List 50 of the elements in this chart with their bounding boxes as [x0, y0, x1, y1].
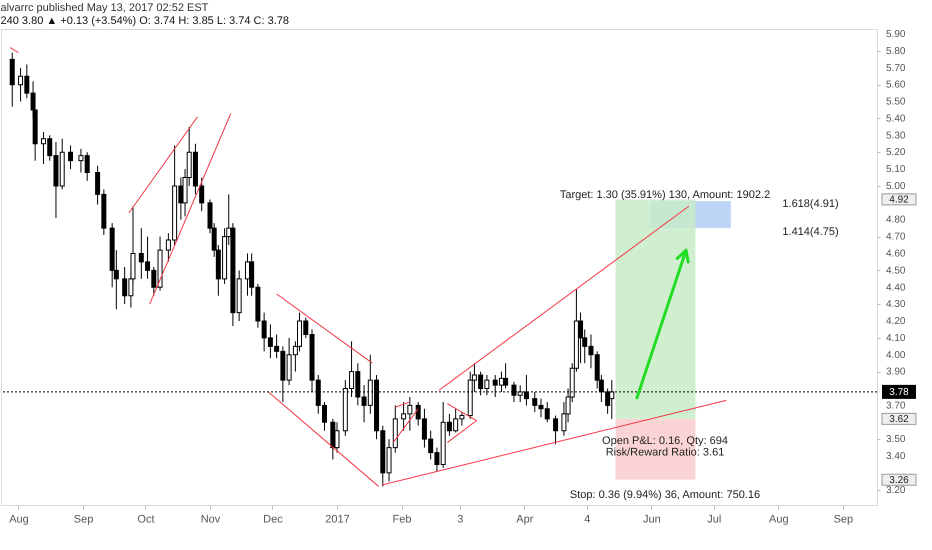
y-tick-label: 5.60 [886, 80, 906, 91]
text: 3.26 [889, 474, 910, 486]
y-tick-label: 4.40 [886, 282, 906, 294]
y-tick-label: 5.70 [886, 62, 906, 74]
x-tick-label: Sep [834, 514, 854, 526]
y-tick-label: 5.00 [886, 180, 906, 192]
annotation: Target: 1.30 (35.91%) 130, Amount: 1902.2 [560, 189, 770, 202]
y-tick-label: 4.20 [886, 316, 906, 328]
x-tick-label: Apr [516, 514, 534, 526]
x-tick-label: 2017 [325, 514, 350, 526]
x-tick-label: Sep [74, 514, 94, 526]
chart-title: alvarrc published May 13, 2017 02:52 EST [0, 2, 209, 14]
annotation: Stop: 0.36 (9.94%) 36, Amount: 750.16 [570, 489, 760, 502]
y-tick-label: 5.30 [886, 130, 906, 142]
y-tick-label: 5.50 [886, 96, 906, 108]
y-tick-label: 4.60 [886, 248, 906, 260]
x-tick-label: Jul [707, 514, 722, 526]
text: 4.92 [889, 194, 910, 206]
x-tick-label: Dec [263, 514, 284, 526]
y-tick-label: 3.90 [886, 366, 906, 378]
annotation: Risk/Reward Ratio: 3.61 [606, 446, 724, 459]
x-tick-label: Oct [137, 514, 155, 526]
y-tick-label: 3.50 [886, 434, 906, 446]
x-tick-label: 3 [457, 514, 464, 526]
y-tick-label: 3.40 [886, 451, 906, 462]
y-tick-label: 4.50 [886, 265, 906, 276]
y-tick-label: 4.80 [886, 214, 906, 226]
x-tick-label: Jun [642, 514, 661, 526]
annotation: Open P&L: 0.16, Qty: 694 [602, 435, 728, 448]
y-tick-label: 4.30 [886, 299, 906, 310]
x-tick-label: 4 [584, 514, 590, 526]
y-tick-label: 3.20 [886, 484, 906, 496]
y-tick-label: 3.70 [886, 400, 906, 412]
annotation: 1.618(4.91) [782, 198, 839, 210]
ref-line-label: 3.78 [889, 386, 910, 398]
annotation: 1.414(4.75) [782, 226, 839, 238]
y-tick-label: 4.70 [886, 232, 906, 243]
x-tick-label: Aug [769, 514, 789, 526]
y-tick-label: 4.00 [886, 350, 906, 361]
y-tick-label: 4.10 [886, 332, 906, 344]
x-tick-label: Aug [9, 514, 29, 526]
y-tick-label: 5.90 [886, 29, 906, 40]
y-tick-label: 5.40 [886, 113, 906, 124]
text: 3.62 [889, 414, 910, 425]
y-tick-label: 5.20 [886, 147, 906, 158]
chart-subtitle: 240 3.80 ▲ +0.13 (+3.54%) O: 3.74 H: 3.85 L: 3.74 C: 3.78 [0, 15, 290, 27]
x-tick-label: Feb [392, 514, 412, 526]
y-tick-label: 5.10 [886, 164, 906, 176]
y-tick-label: 5.80 [886, 46, 906, 57]
x-tick-label: Nov [200, 514, 221, 526]
